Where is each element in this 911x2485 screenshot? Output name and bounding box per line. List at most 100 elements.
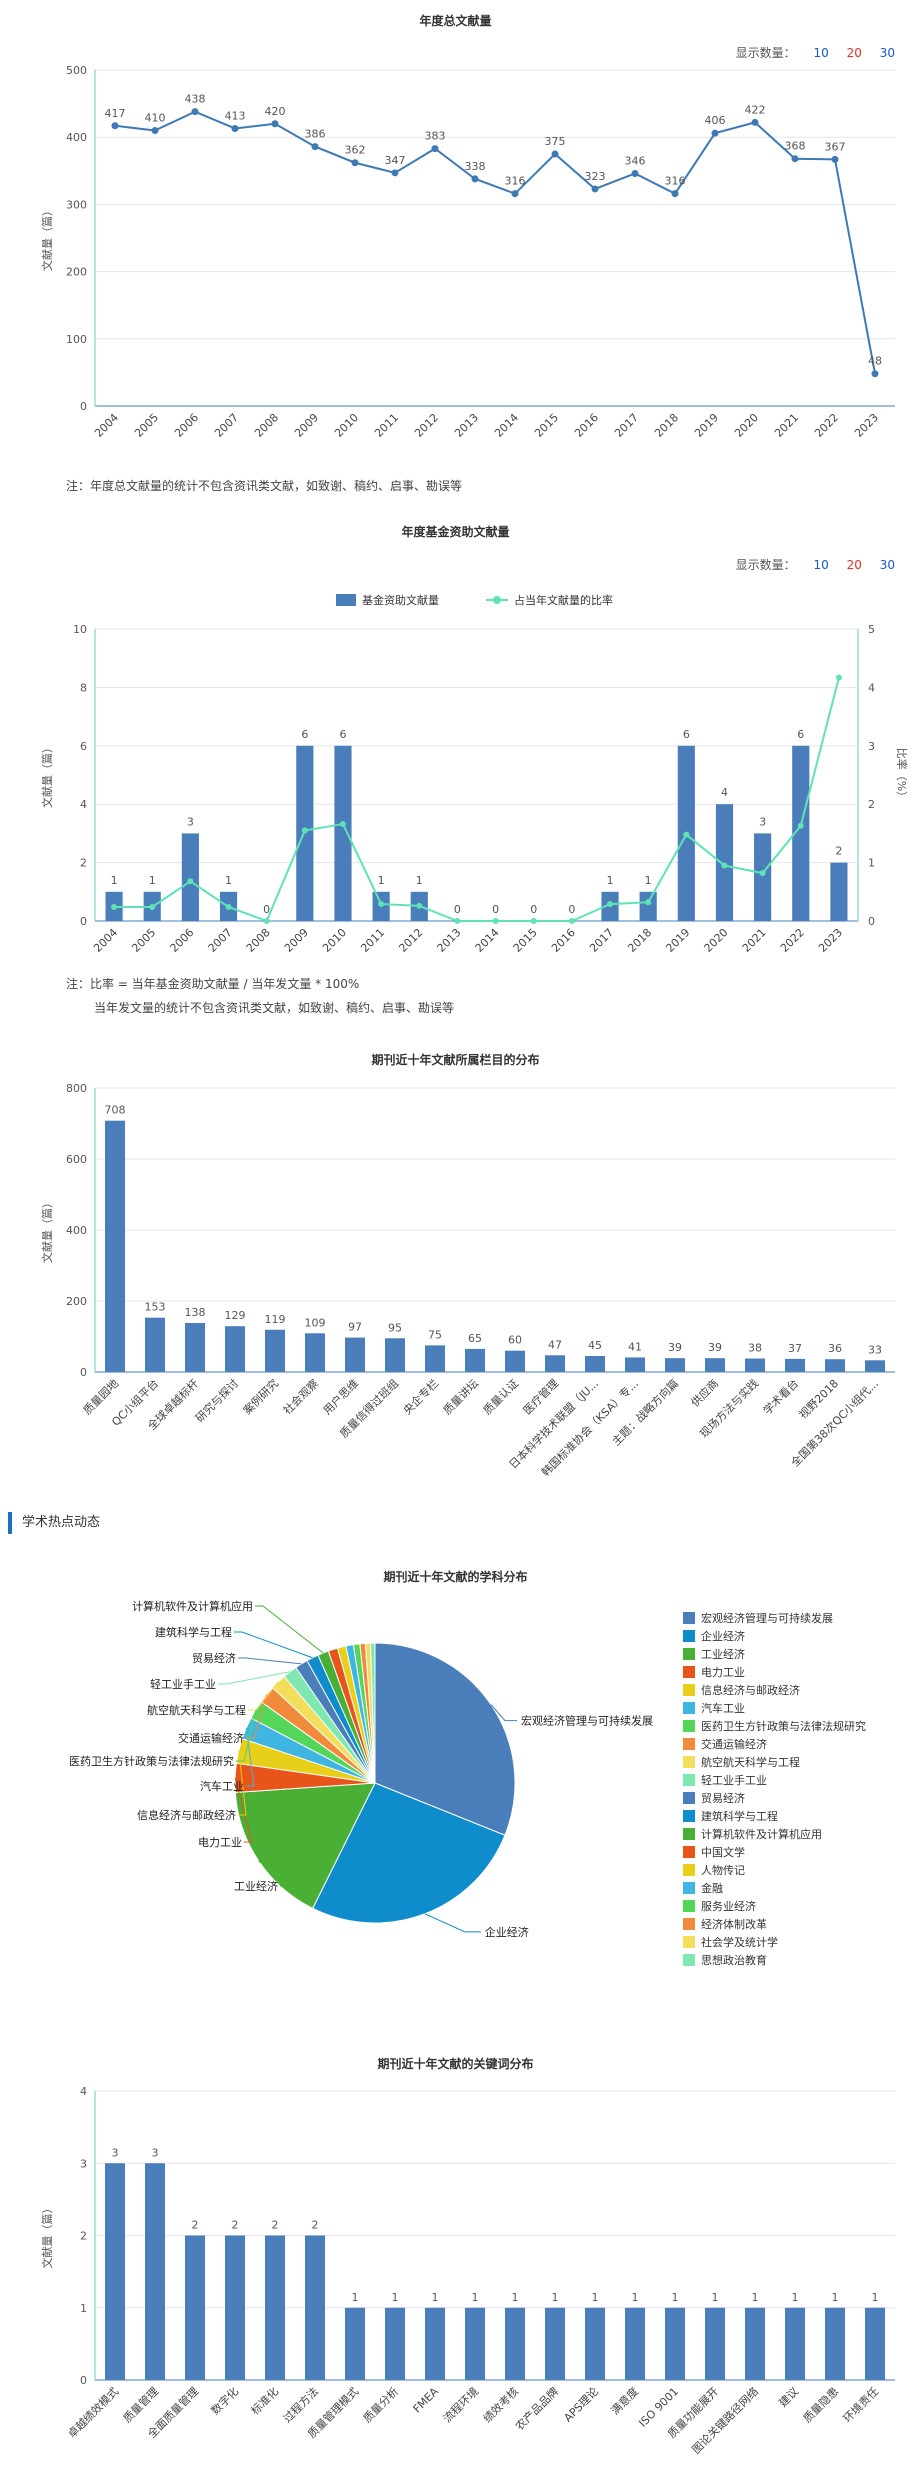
y-tick-label: 0 [80, 1366, 87, 1379]
data-label: 65 [468, 1332, 482, 1345]
legend-label: 工业经济 [701, 1648, 745, 1661]
legend-item[interactable]: 计算机软件及计算机应用 [683, 1826, 866, 1844]
x-tick-label: 2017 [612, 411, 641, 440]
data-label: 346 [625, 154, 646, 167]
legend-item[interactable]: 贸易经济 [683, 1790, 866, 1808]
legend-swatch [683, 1630, 695, 1642]
count-10-option[interactable]: 10 [813, 558, 829, 572]
x-tick-label: 过程方法 [280, 2384, 321, 2425]
legend-swatch [683, 1810, 695, 1822]
x-tick-label: 2017 [587, 926, 616, 955]
ratio-point [645, 899, 652, 906]
y-axis-title: 文献量（篇） [40, 205, 54, 271]
legend-item[interactable]: 航空航天科学与工程 [683, 1754, 866, 1772]
keyword-bar [185, 2235, 205, 2380]
column-bar [825, 1359, 845, 1372]
legend-item[interactable]: 汽车工业 [683, 1700, 866, 1718]
legend-item[interactable]: 服务业经济 [683, 1898, 866, 1916]
legend-item[interactable]: 金融 [683, 1880, 866, 1898]
column-bar [265, 1329, 285, 1372]
pie-callout: 宏观经济管理与可持续发展 [521, 1714, 653, 1728]
count-10-option[interactable]: 10 [813, 46, 829, 60]
data-label: 3 [187, 815, 194, 828]
data-label: 3 [759, 815, 766, 828]
x-tick-label: 2020 [732, 411, 761, 440]
count-20-option[interactable]: 20 [846, 46, 862, 60]
columns-bar-chart: 0200400600800文献量（篇）708质量园地153QC小组平台138全球… [40, 1082, 895, 1479]
legend-item[interactable]: 中国文学 [683, 1844, 866, 1862]
keyword-bar [305, 2235, 325, 2380]
keyword-bar [265, 2235, 285, 2380]
legend-swatch [683, 1774, 695, 1786]
y2-tick-label: 2 [868, 798, 875, 811]
data-label: 0 [454, 903, 461, 916]
keyword-bar [785, 2307, 805, 2380]
keyword-bar [465, 2307, 485, 2380]
data-label: 97 [348, 1321, 362, 1334]
legend-item[interactable]: 电力工业 [683, 1664, 866, 1682]
legend-item[interactable]: 建筑科学与工程 [683, 1808, 866, 1826]
data-label: 1 [672, 2291, 679, 2304]
data-point [751, 118, 759, 126]
data-label: 39 [668, 1341, 682, 1354]
data-label: 38 [748, 1342, 762, 1355]
legend-item[interactable]: 社会学及统计学 [683, 1934, 866, 1952]
fund-bar [830, 862, 848, 921]
callout-line [490, 1704, 518, 1722]
count-30-option[interactable]: 30 [879, 558, 895, 572]
x-tick-label: 2021 [772, 411, 801, 440]
column-bar [465, 1348, 485, 1372]
column-bar [785, 1358, 805, 1372]
legend-item[interactable]: 交通运输经济 [683, 1736, 866, 1754]
data-label: 1 [752, 2291, 759, 2304]
legend-item[interactable]: 信息经济与邮政经济 [683, 1682, 866, 1700]
legend-label: 贸易经济 [701, 1792, 745, 1805]
pie-callout: 电力工业 [198, 1836, 242, 1849]
legend-swatch [683, 1918, 695, 1930]
keyword-bar [345, 2307, 365, 2380]
data-label: 95 [388, 1321, 402, 1334]
data-label: 47 [548, 1338, 562, 1351]
column-bar [145, 1317, 165, 1372]
y-tick-label: 400 [66, 131, 87, 144]
legend-item[interactable]: 人物传记 [683, 1862, 866, 1880]
legend-item[interactable]: 工业经济 [683, 1646, 866, 1664]
ratio-point [263, 918, 270, 924]
legend-item[interactable]: 企业经济 [683, 1628, 866, 1646]
x-tick-label: 央企专栏 [400, 1376, 441, 1417]
keyword-bar [225, 2235, 245, 2380]
legend-label: 交通运输经济 [701, 1738, 767, 1751]
data-label: 386 [305, 128, 326, 141]
x-tick-label: 卓越绩效模式 [65, 2384, 122, 2441]
fund-chart-title: 年度基金资助文献量 [401, 525, 510, 539]
data-label: 383 [425, 130, 446, 143]
y-tick-label: 2 [80, 857, 87, 870]
legend-item[interactable]: 思想政治教育 [683, 1952, 866, 1970]
count-label: 显示数量： [735, 558, 796, 572]
legend-swatch [683, 1684, 695, 1696]
x-tick-label: 2023 [816, 926, 845, 955]
ratio-point [835, 674, 842, 681]
y-tick-label: 4 [80, 2085, 87, 2098]
count-30-option[interactable]: 30 [879, 46, 895, 60]
pie-callout: 航空航天科学与工程 [147, 1703, 246, 1717]
data-label: 33 [868, 1343, 882, 1356]
legend-item[interactable]: 经济体制改革 [683, 1916, 866, 1934]
callout-line [218, 1671, 291, 1685]
x-tick-label: 2014 [473, 926, 502, 955]
data-label: 708 [105, 1104, 126, 1117]
legend-item[interactable]: 宏观经济管理与可持续发展 [683, 1610, 866, 1628]
legend-item[interactable]: 医药卫生方针政策与法律法规研究 [683, 1718, 866, 1736]
data-label: 1 [607, 874, 614, 887]
x-tick-label: 2013 [452, 411, 481, 440]
count-20-option[interactable]: 20 [846, 558, 862, 572]
legend-swatch [683, 1612, 695, 1624]
data-label: 2 [272, 2219, 279, 2232]
annual-note: 注：年度总文献量的统计不包含资讯类文献，如致谢、稿约、启事、勘误等 [66, 479, 463, 493]
x-tick-label: 2020 [702, 926, 731, 955]
column-bar [545, 1355, 565, 1372]
data-label: 410 [145, 111, 166, 124]
x-tick-label: 2005 [129, 926, 158, 955]
x-tick-label: 2009 [292, 411, 321, 440]
legend-item[interactable]: 轻工业手工业 [683, 1772, 866, 1790]
